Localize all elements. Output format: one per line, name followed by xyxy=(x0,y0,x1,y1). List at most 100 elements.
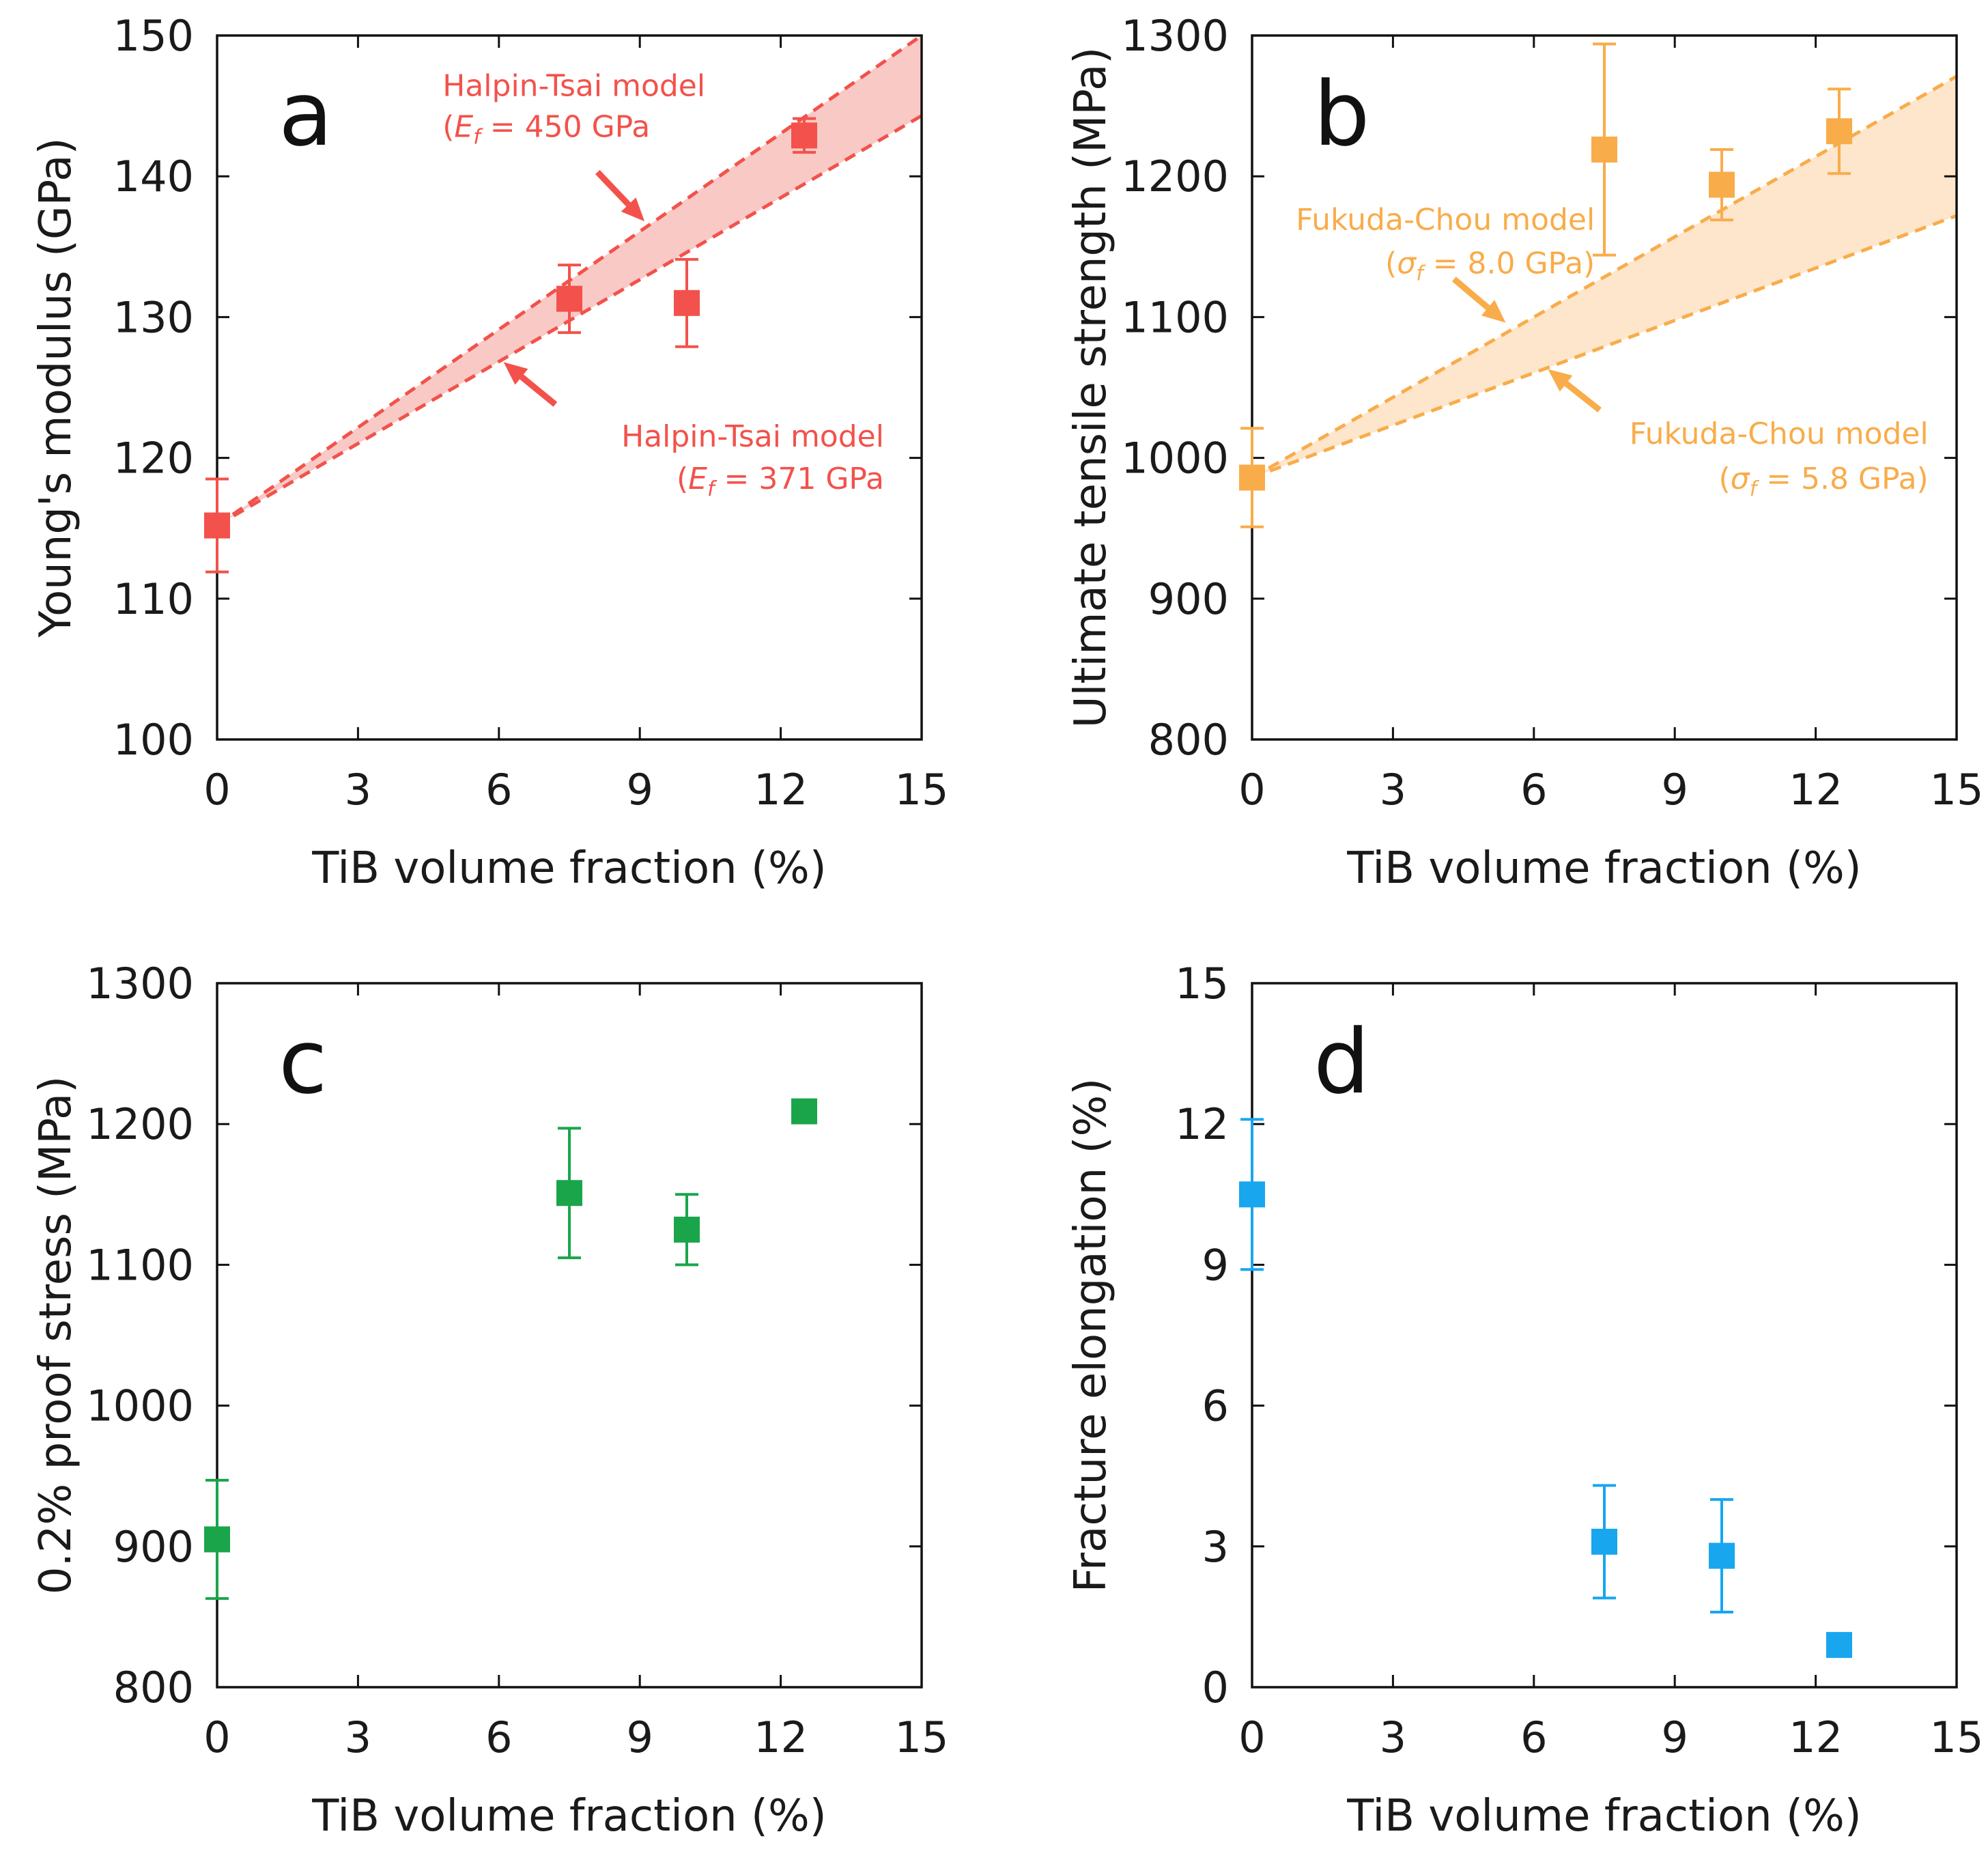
x-tick-label: 15 xyxy=(895,765,949,815)
annotation-title: Halpin-Tsai model xyxy=(442,69,705,104)
plot-frame xyxy=(1251,34,1958,741)
data-marker xyxy=(1239,464,1265,491)
y-tick-label: 800 xyxy=(1148,715,1229,765)
data-point xyxy=(791,1098,817,1125)
data-point xyxy=(556,264,582,335)
x-tick-label: 9 xyxy=(1661,765,1688,815)
panel-d: 0 3 6 9 12 15 0 3 6 9 12 15 TiB volume fraction (%) F… xyxy=(1066,959,1983,1842)
data-marker xyxy=(1709,1542,1735,1569)
data-point xyxy=(674,257,700,348)
y-tick-label: 1100 xyxy=(1121,292,1229,342)
y-tick-label: 100 xyxy=(113,715,194,765)
x-tick-label: 6 xyxy=(485,765,512,815)
y-tick-label: 140 xyxy=(113,152,194,201)
plot-frame xyxy=(1251,982,1958,1689)
y-tick-label: 3 xyxy=(1202,1522,1229,1572)
data-point xyxy=(1826,87,1852,175)
data-marker xyxy=(791,1098,817,1125)
data-marker xyxy=(1591,137,1617,163)
model-annotation: Fukuda-Chou model (σf = 5.8 GPa) xyxy=(1548,369,1929,501)
data-marker xyxy=(556,1180,582,1207)
y-tick-label: 800 xyxy=(113,1663,194,1712)
y-tick-label: 6 xyxy=(1202,1381,1229,1431)
annotation-arrow-head xyxy=(1481,300,1506,323)
annotation-title: Fukuda-Chou model xyxy=(1296,203,1595,238)
data-point xyxy=(556,1127,582,1260)
data-marker xyxy=(1709,171,1735,198)
y-tick-label: 1200 xyxy=(1121,152,1229,201)
data-point xyxy=(1239,1118,1265,1271)
y-tick-label: 1300 xyxy=(1121,11,1229,61)
x-axis-title: TiB volume fraction (%) xyxy=(1346,1791,1862,1842)
y-tick-label: 1000 xyxy=(1121,434,1229,483)
data-point xyxy=(1826,1632,1852,1659)
annotation-arrow-head xyxy=(503,362,528,385)
y-tick-label: 1300 xyxy=(86,959,194,1008)
data-marker xyxy=(674,290,700,316)
x-axis-title: TiB volume fraction (%) xyxy=(311,1791,827,1842)
panel-letter: c xyxy=(279,1010,327,1114)
x-axis-title: TiB volume fraction (%) xyxy=(311,843,827,894)
x-tick-label: 3 xyxy=(1380,1712,1406,1762)
y-tick-label: 1200 xyxy=(86,1099,194,1149)
x-tick-label: 15 xyxy=(1930,765,1984,815)
y-tick-label: 15 xyxy=(1175,959,1229,1008)
x-tick-label: 6 xyxy=(1520,1712,1547,1762)
model-line-2 xyxy=(1252,214,1957,479)
y-axis-title: Fracture elongation (%) xyxy=(1066,1078,1116,1593)
annotation-title: Fukuda-Chou model xyxy=(1630,417,1929,451)
data-point xyxy=(674,1193,700,1267)
x-axis-title: TiB volume fraction (%) xyxy=(1346,843,1862,894)
x-tick-label: 6 xyxy=(485,1712,512,1762)
data-point xyxy=(204,477,230,574)
annotation-arrow-shaft xyxy=(1564,381,1602,413)
x-tick-label: 12 xyxy=(754,1712,808,1762)
x-tick-label: 0 xyxy=(203,1712,230,1762)
panel-b: 0 3 6 9 12 15 800 900 1000 1100 1200 1300 TiB volume… xyxy=(1066,11,1983,894)
annotation-param: (Ef = 450 GPa xyxy=(442,109,650,149)
data-point xyxy=(1591,1484,1617,1600)
data-marker xyxy=(674,1216,700,1243)
annotation-title: Halpin-Tsai model xyxy=(621,419,884,454)
panel-letter: b xyxy=(1314,62,1370,166)
y-tick-label: 110 xyxy=(113,574,194,624)
y-tick-label: 130 xyxy=(113,292,194,342)
x-tick-label: 3 xyxy=(345,1712,371,1762)
annotation-arrow-head xyxy=(1548,369,1573,392)
y-axis-title: Young's modulus (GPa) xyxy=(31,138,81,638)
y-tick-label: 150 xyxy=(113,11,194,61)
data-marker xyxy=(791,122,817,149)
x-tick-label: 0 xyxy=(1238,765,1265,815)
data-point xyxy=(1591,42,1617,257)
y-tick-label: 12 xyxy=(1175,1099,1229,1149)
annotation-arrow-head xyxy=(621,197,645,222)
x-tick-label: 12 xyxy=(754,765,808,815)
plot-frame xyxy=(216,982,923,1689)
y-tick-label: 1100 xyxy=(86,1240,194,1290)
annotation-arrow-shaft xyxy=(1451,277,1490,311)
annotation-param: (Ef = 371 GPa xyxy=(677,462,884,501)
x-tick-label: 3 xyxy=(1380,765,1406,815)
data-point xyxy=(1709,148,1735,222)
y-tick-label: 1000 xyxy=(86,1381,194,1431)
y-tick-label: 900 xyxy=(1148,574,1229,624)
panel-letter: d xyxy=(1314,1010,1370,1114)
x-tick-label: 0 xyxy=(203,765,230,815)
data-marker xyxy=(1239,1181,1265,1208)
x-tick-label: 15 xyxy=(895,1712,949,1762)
y-axis-title: Ultimate tensile strength (MPa) xyxy=(1066,47,1116,729)
y-tick-label: 9 xyxy=(1202,1240,1229,1290)
y-tick-label: 0 xyxy=(1202,1663,1229,1712)
plot-frame xyxy=(216,34,923,741)
model-annotation: Fukuda-Chou model (σf = 8.0 GPa) xyxy=(1296,203,1595,323)
data-marker xyxy=(1826,118,1852,145)
data-point xyxy=(791,117,817,154)
x-tick-label: 15 xyxy=(1930,1712,1984,1762)
data-marker xyxy=(1826,1632,1852,1659)
panel-letter: a xyxy=(279,62,333,166)
x-tick-label: 9 xyxy=(1661,1712,1688,1762)
data-marker xyxy=(556,285,582,312)
data-point xyxy=(204,1478,230,1600)
x-tick-label: 0 xyxy=(1238,1712,1265,1762)
